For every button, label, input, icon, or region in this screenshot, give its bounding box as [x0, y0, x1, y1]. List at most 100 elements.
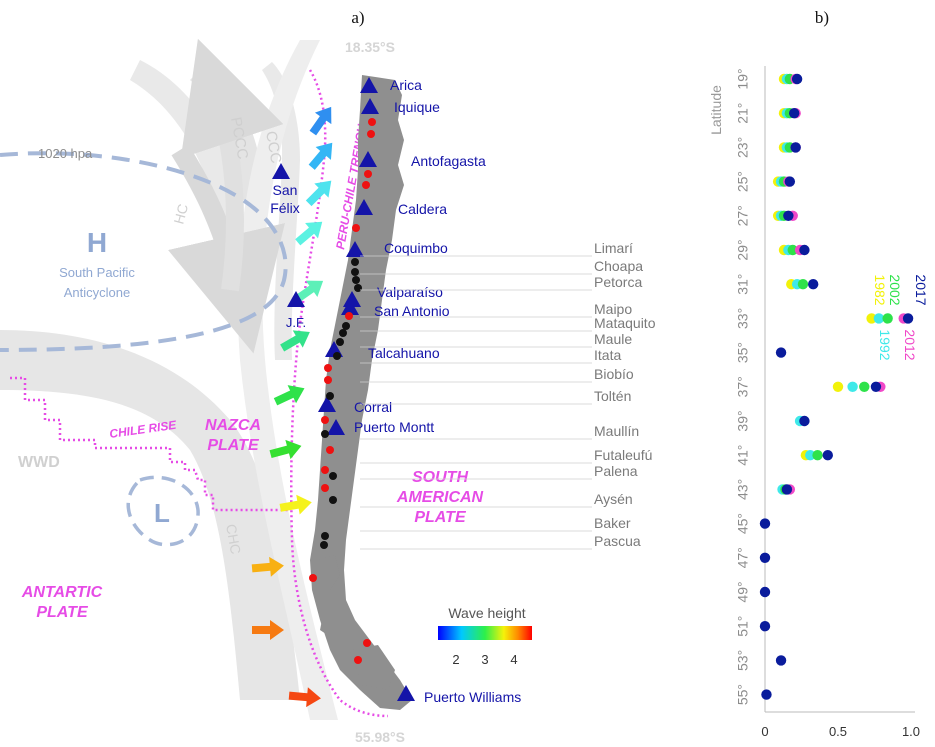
river-label-palena: Palena	[594, 463, 638, 479]
label-hc: HC	[170, 202, 191, 226]
data-point-2017	[790, 142, 801, 153]
south-latitude-label: 55.98°S	[355, 729, 405, 745]
current-pccc-arrow	[180, 38, 284, 292]
river-mouth-dot	[364, 170, 372, 178]
y-tick-label: 37°	[735, 376, 751, 397]
y-tick-label: 29°	[735, 239, 751, 260]
data-point-2017	[759, 552, 771, 563]
south-american-plate-label-1: SOUTH	[412, 469, 468, 486]
station-label-arica: Arica	[390, 77, 422, 93]
y-tick-label: 51°	[735, 616, 751, 637]
data-point-2002	[787, 244, 798, 256]
station-label-iquique: Iquique	[394, 99, 440, 115]
river-mouth-dot	[354, 284, 362, 292]
station-label-puerto-montt: Puerto Montt	[354, 419, 434, 435]
y-tick-label: 23°	[735, 137, 751, 158]
colorbar-title: Wave height	[448, 605, 525, 621]
data-point-2002	[797, 279, 809, 290]
data-point-2017	[789, 108, 800, 119]
river-mouth-dot	[333, 352, 341, 360]
high-pressure-label-1: South Pacific	[59, 265, 135, 280]
river-label-maullin: Maullín	[594, 423, 639, 439]
river-label-pascua: Pascua	[594, 533, 641, 549]
high-pressure-label-2: Anticyclone	[64, 285, 130, 300]
y-tick-label: 31°	[735, 274, 751, 295]
data-point-1982	[866, 313, 877, 324]
data-point-2002	[812, 450, 823, 461]
y-tick-label: 25°	[735, 171, 751, 192]
legend-label-2017: 2017	[913, 274, 929, 305]
legend-label-1992: 1992	[877, 329, 893, 360]
river-label-tolten: Toltén	[594, 388, 631, 404]
river-mouth-dot	[351, 268, 359, 276]
data-point-2017	[783, 210, 794, 221]
river-mouth-dot	[324, 376, 332, 384]
chile-rise-line	[10, 376, 290, 512]
data-point-2017	[759, 621, 771, 632]
antarctic-plate-label-2: PLATE	[36, 604, 89, 621]
isobar-1020	[0, 151, 288, 352]
data-point-2017	[775, 655, 787, 666]
river-label-futaleufu: Futaleufú	[594, 447, 652, 463]
y-tick-label: 27°	[735, 205, 751, 226]
x-tick-label: 1.0	[902, 724, 920, 739]
river-label-petorca: Petorca	[594, 274, 642, 290]
colorbar-tick-4: 4	[510, 652, 517, 667]
station-labels: Arica Iquique Antofagasta Caldera Coquimbo Va…	[270, 77, 521, 705]
panel-a-label: a)	[351, 8, 364, 27]
y-tick-label: 33°	[735, 308, 751, 329]
river-mouth-dot	[352, 276, 360, 284]
current-wwd-band	[0, 330, 300, 700]
isobar-label: 1020 hpa	[38, 146, 93, 161]
y-tick-label: 35°	[735, 342, 751, 363]
river-mouth-dot	[339, 329, 347, 337]
river-label-maipo: Maipo	[594, 301, 632, 317]
data-point-2017	[784, 176, 796, 187]
y-tick-label: 49°	[735, 581, 751, 602]
station-triangle-puerto-williams	[397, 685, 415, 701]
river-label-biobio: Biobío	[594, 366, 634, 382]
data-point-1992	[873, 313, 885, 324]
station-label-antofagasta: Antofagasta	[411, 153, 486, 169]
river-mouth-dot	[336, 338, 344, 346]
y-tick-label: 39°	[735, 410, 751, 431]
river-dots	[309, 118, 376, 664]
current-ccc-band	[262, 62, 300, 360]
river-mouth-dot	[354, 656, 362, 664]
wave-arrows	[251, 106, 333, 708]
data-point-2017	[822, 450, 833, 461]
colorbar	[438, 626, 532, 640]
label-wwd: WWD	[18, 454, 60, 471]
wave-direction-arrow	[251, 556, 284, 577]
river-label-aysen: Aysén	[594, 491, 633, 507]
y-tick-label: 47°	[735, 547, 751, 568]
station-triangle-iquique	[361, 98, 379, 114]
river-mouth-dot	[342, 322, 350, 330]
y-tick-label: 53°	[735, 650, 751, 671]
data-point-2017	[781, 484, 793, 495]
station-label-san-antonio: San Antonio	[374, 303, 450, 319]
legend-label-1982: 1982	[872, 274, 888, 305]
colorbar-tick-2: 2	[452, 652, 459, 667]
y-tick-label: 21°	[735, 103, 751, 124]
station-triangle-valparaiso	[343, 291, 361, 307]
label-chc: CHC	[223, 523, 244, 556]
station-label-corral: Corral	[354, 399, 392, 415]
x-tick-label: 0	[761, 724, 768, 739]
y-tick-labels: 19° 21° 23° 25° 27° 29° 31° 33° 35° 37° 39° 41° 43° 4…	[735, 68, 751, 705]
river-mouth-dot	[320, 541, 328, 549]
y-axis-label: Latitude	[708, 85, 724, 135]
x-tick-label: 0.5	[829, 724, 847, 739]
data-point-2017	[902, 313, 914, 324]
wave-direction-arrow	[279, 494, 312, 515]
legend-label-2002: 2002	[887, 274, 903, 305]
river-mouth-dot	[326, 392, 334, 400]
data-point-1992	[805, 450, 816, 461]
river-mouth-dot	[321, 416, 329, 424]
station-triangle-j-f	[287, 291, 305, 307]
station-label-puerto-williams: Puerto Williams	[424, 689, 521, 705]
wave-direction-arrow	[308, 142, 333, 170]
data-points	[759, 73, 914, 700]
